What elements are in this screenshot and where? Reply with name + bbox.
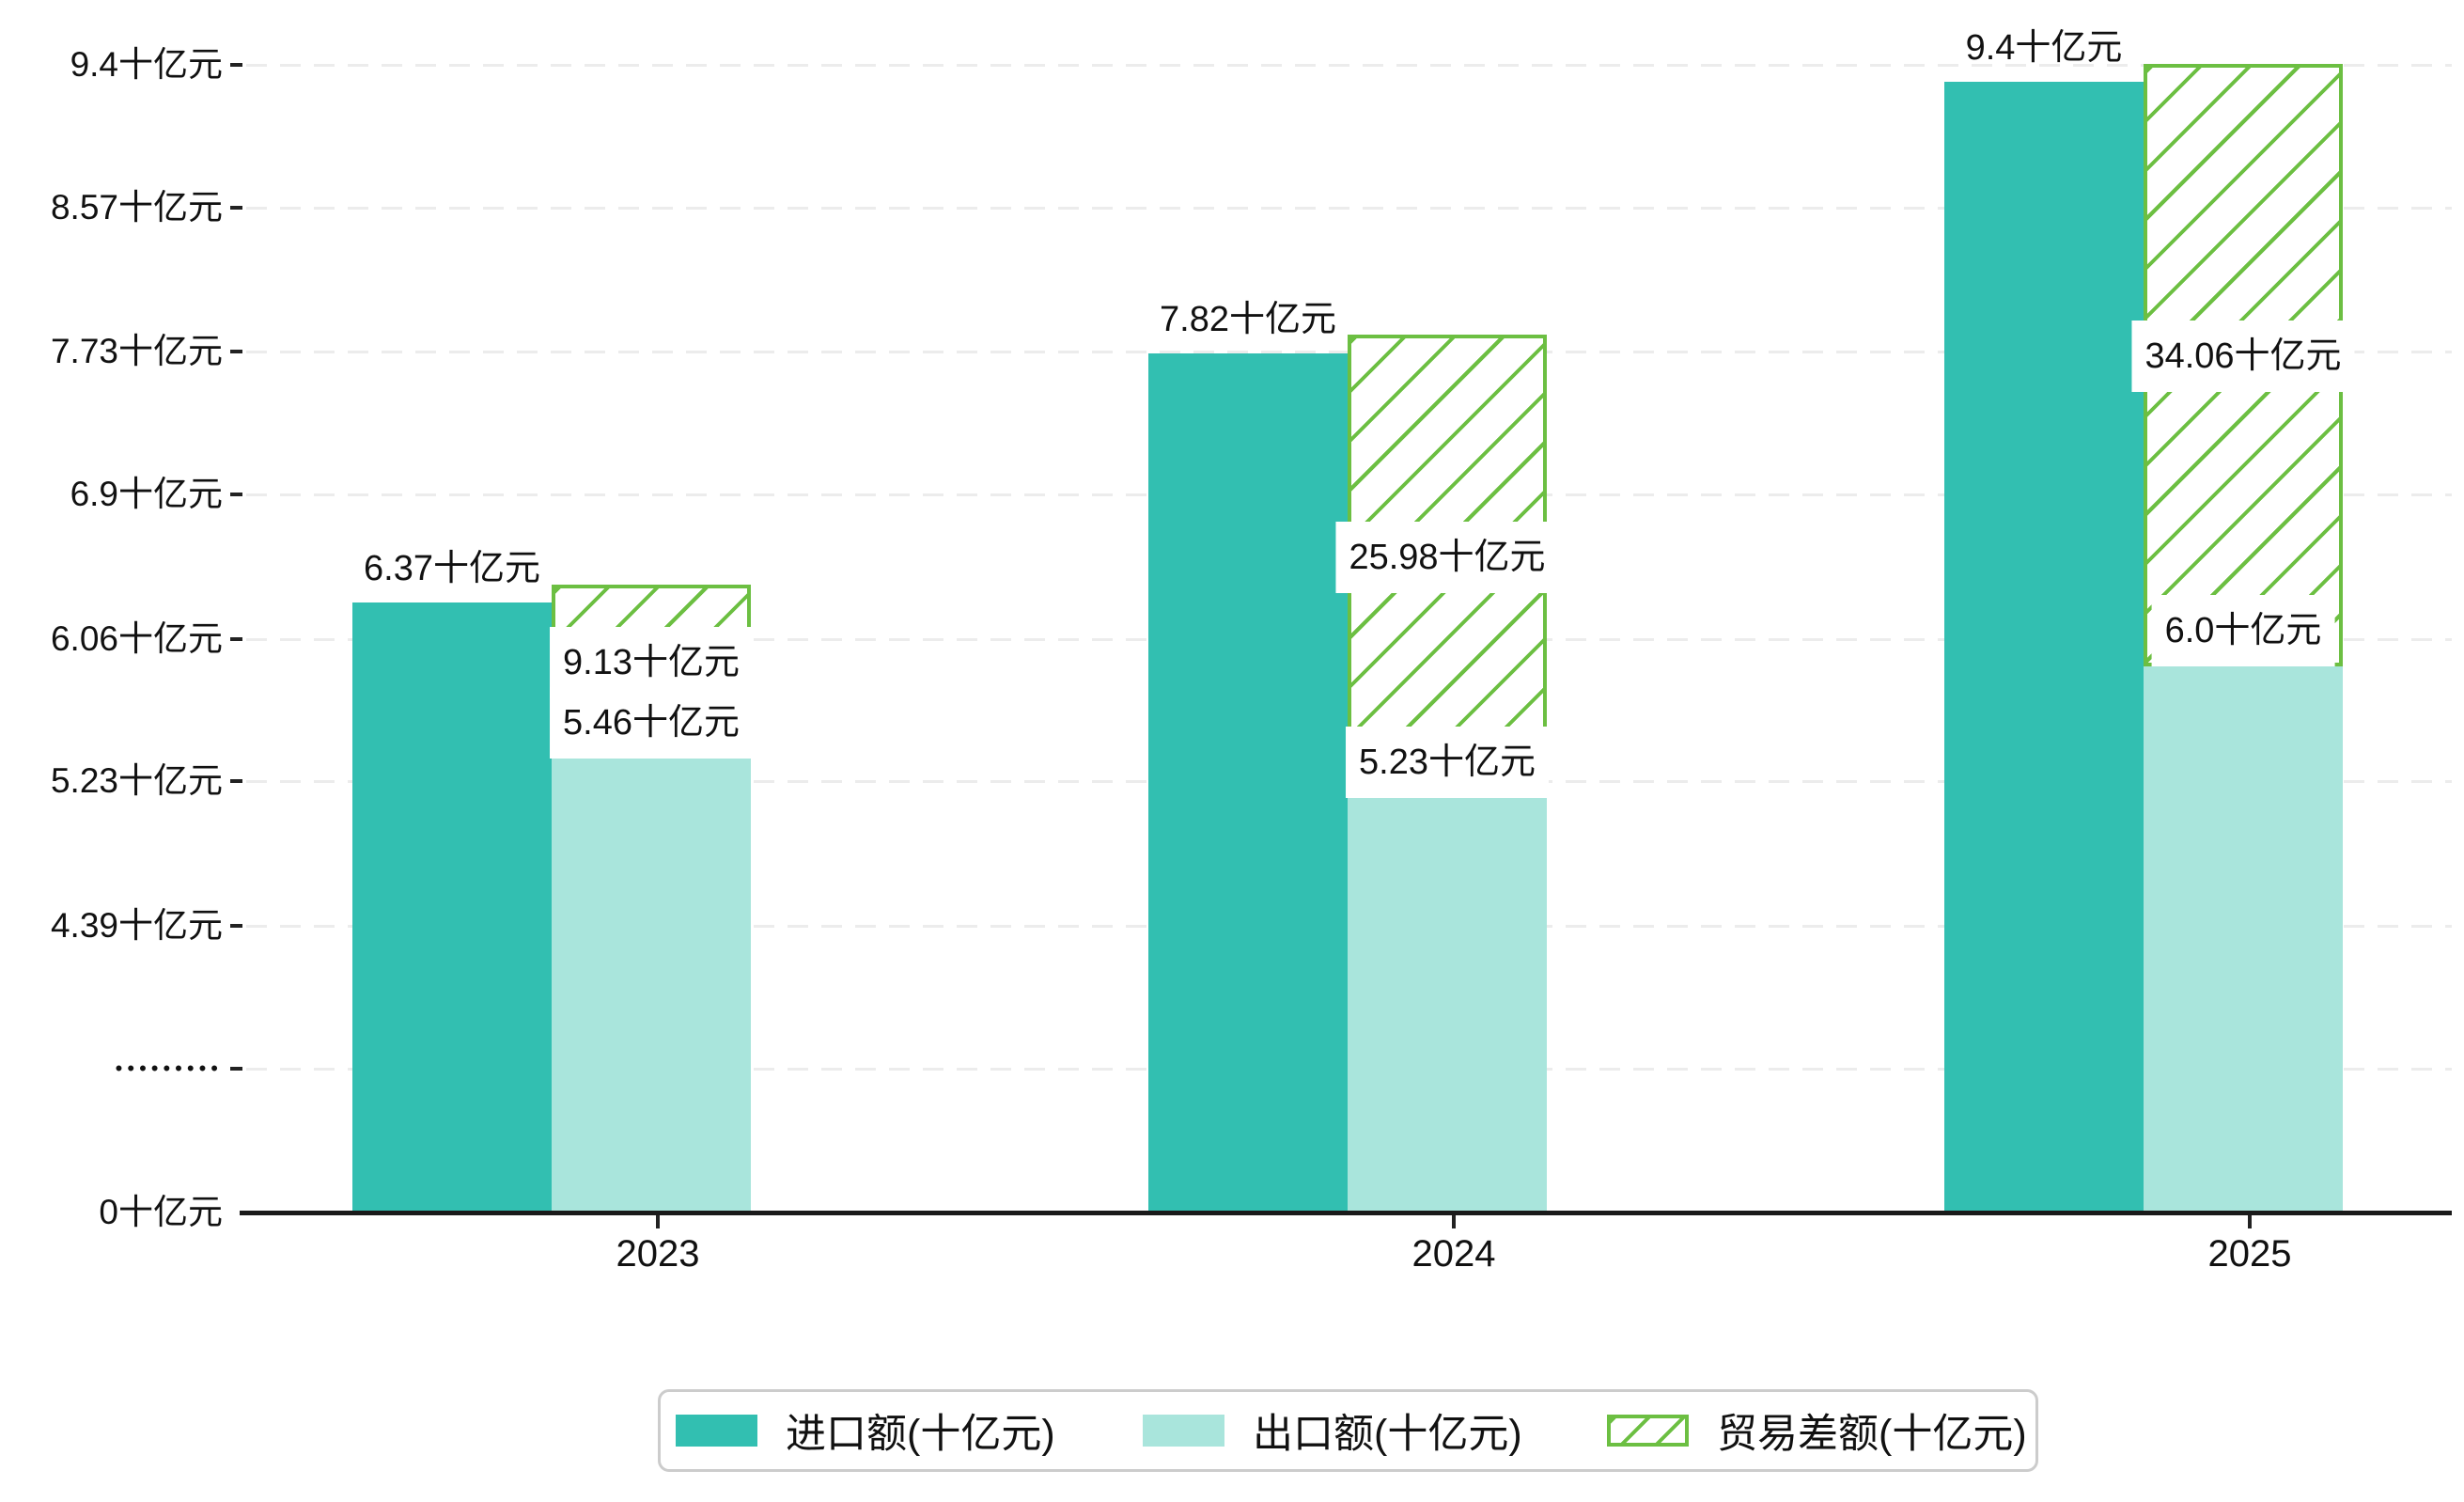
y-tick-label: 6.9十亿元 xyxy=(70,475,223,513)
legend-label-import: 进口额(十亿元) xyxy=(786,1412,1055,1457)
x-tick-label-2024: 2024 xyxy=(1411,1233,1496,1275)
trade-balance-value-label-2025: 34.06十亿元 xyxy=(2131,321,2355,392)
legend-label-trade-balance: 贸易差额(十亿元) xyxy=(1717,1412,2027,1457)
y-tick-label: 0十亿元 xyxy=(99,1193,223,1231)
export-bar-2023 xyxy=(552,759,751,1213)
y-tick-mark xyxy=(230,779,242,783)
y-tick-label: 5.23十亿元 xyxy=(50,761,223,800)
y-tick-label: 6.06十亿元 xyxy=(50,619,223,658)
export-swatch-icon xyxy=(1143,1415,1224,1447)
export-bar-2024 xyxy=(1348,798,1547,1213)
y-tick-mark xyxy=(230,206,242,210)
trade-balance-value-label-2024: 25.98十亿元 xyxy=(1335,522,1559,593)
import-bar-2023 xyxy=(352,602,552,1213)
x-tick-label-2025: 2025 xyxy=(2207,1233,2292,1275)
x-tick-label-2023: 2023 xyxy=(616,1233,700,1275)
legend: 进口额(十亿元) 出口额(十亿元) 贸易差额(十亿元) xyxy=(658,1389,2038,1472)
y-tick-mark xyxy=(230,493,242,496)
import-value-label-2024: 7.82十亿元 xyxy=(1160,300,1336,339)
y-tick-label: 9.4十亿元 xyxy=(70,45,223,84)
y-tick-mark xyxy=(230,63,242,67)
import-value-label-2023: 6.37十亿元 xyxy=(364,549,540,588)
export-bar-2025 xyxy=(2144,666,2343,1213)
import-bar-2025 xyxy=(1944,82,2144,1213)
gridline-8.57 xyxy=(246,207,2452,210)
export-value-label-2023: 5.46十亿元 xyxy=(550,687,753,759)
import-bar-2024 xyxy=(1148,353,1348,1213)
y-tick-mark xyxy=(230,1067,242,1071)
x-tick-mark xyxy=(656,1215,660,1228)
axis-break-marker: ••••••••• xyxy=(115,1056,223,1080)
y-tick-label: 8.57十亿元 xyxy=(50,188,223,227)
legend-item-trade-balance: 贸易差额(十亿元) xyxy=(1607,1392,2027,1469)
y-tick-mark xyxy=(230,924,242,928)
x-tick-mark xyxy=(1452,1215,1456,1228)
x-axis-line xyxy=(240,1211,2452,1215)
y-tick-label: 7.73十亿元 xyxy=(50,332,223,370)
trade-balance-value-label-2023: 9.13十亿元 xyxy=(550,627,753,698)
y-tick-mark xyxy=(230,350,242,353)
legend-item-import: 进口额(十亿元) xyxy=(676,1392,1055,1469)
legend-label-export: 出口额(十亿元) xyxy=(1253,1412,1522,1457)
export-value-label-2025: 6.0十亿元 xyxy=(2151,595,2335,666)
x-tick-mark xyxy=(2248,1215,2252,1228)
import-swatch-icon xyxy=(676,1415,757,1447)
y-tick-label: 4.39十亿元 xyxy=(50,906,223,945)
import-value-label-2025: 9.4十亿元 xyxy=(1965,28,2123,68)
legend-item-export: 出口额(十亿元) xyxy=(1143,1392,1522,1469)
trade-balance-hatch-swatch-icon xyxy=(1607,1415,1689,1447)
gridline-9.4 xyxy=(246,64,2452,67)
y-tick-mark xyxy=(230,637,242,641)
export-value-label-2024: 5.23十亿元 xyxy=(1346,727,1549,798)
